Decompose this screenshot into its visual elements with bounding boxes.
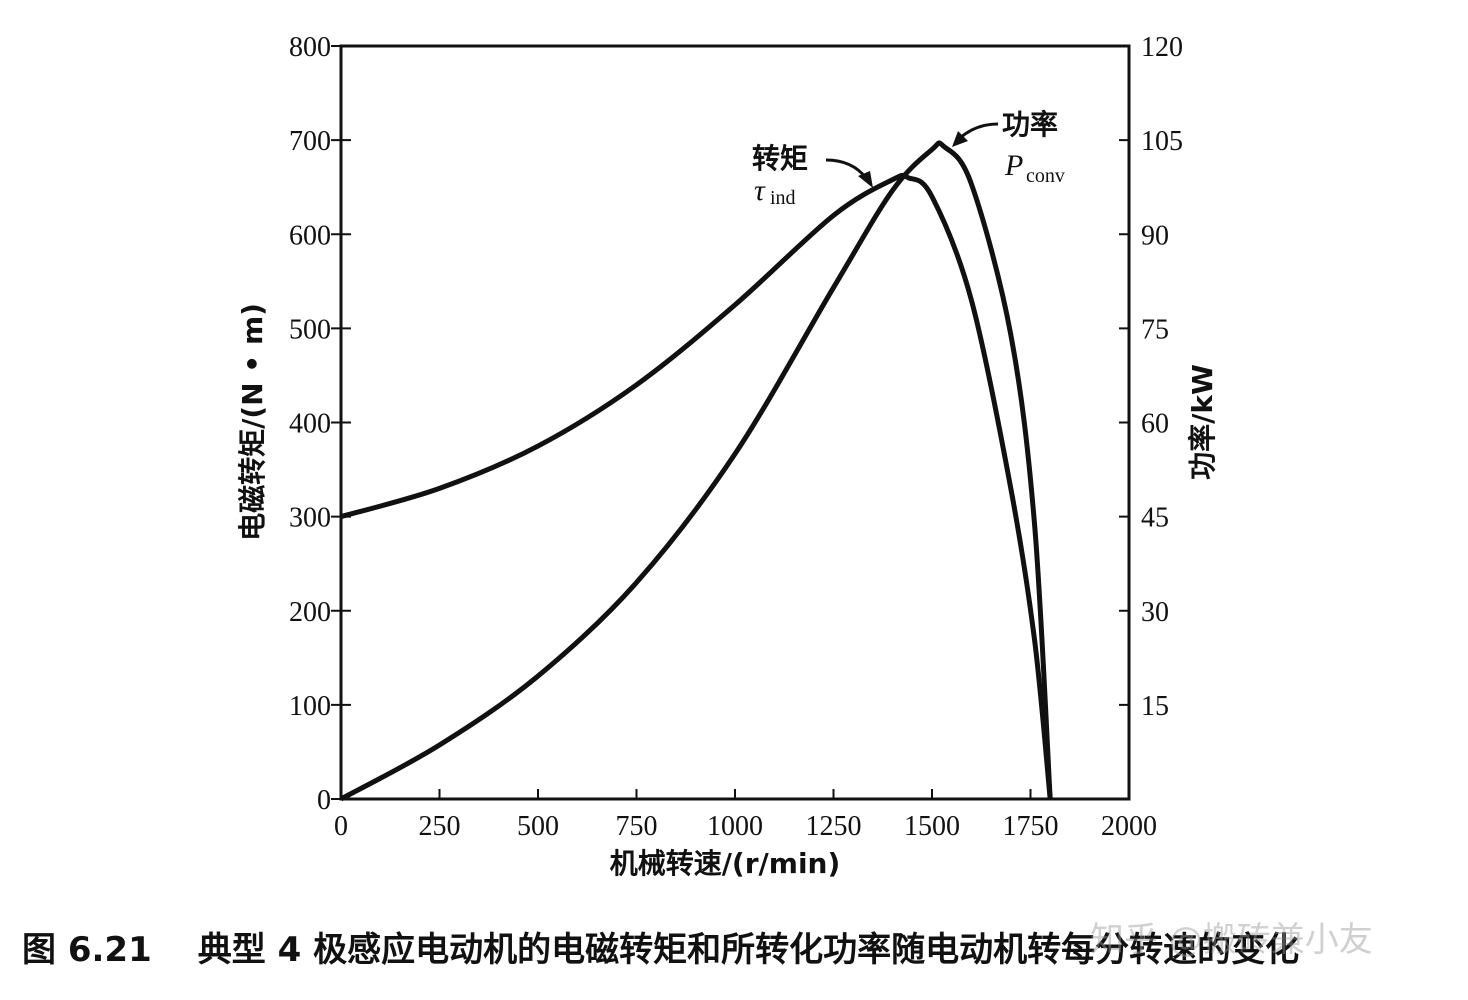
y-left-tick-label: 600 [289,220,331,251]
x-tick-label: 1750 [1003,811,1059,842]
y-right-tick-label: 90 [1141,220,1169,251]
x-tick-label: 1000 [707,811,763,842]
torque-arrowhead [858,171,873,188]
x-tick-label: 500 [517,811,559,842]
y-left-tick-label: 200 [289,597,331,628]
power-curve [339,140,1053,802]
torque-annotation-subscript: ind [770,187,796,209]
y-left-tick-label: 100 [289,691,331,722]
y-left-tick-label: 700 [289,126,331,157]
y-right-tick-label: 30 [1141,597,1169,628]
y-left-tick-label: 300 [289,503,331,534]
y-left-tick-label: 400 [289,409,331,440]
y-right-axis-title: 功率/kW [1186,364,1219,480]
axis-tick-labels: 0 250 500 750 1000 1250 1500 1750 2000 0 100 200 300… [289,32,1183,842]
figure-caption-text: 典型 4 极感应电动机的电磁转矩和所转化功率随电动机转每分转速的变化 [197,930,1300,970]
y-left-axis-title: 电磁转矩/(N • m) [236,303,269,541]
series-lines [339,140,1053,802]
y-right-tick-label: 105 [1141,126,1183,157]
x-tick-label: 1500 [904,811,960,842]
y-right-tick-label: 15 [1141,691,1169,722]
y-left-tick-label: 800 [289,32,331,63]
x-tick-label: 2000 [1101,811,1157,842]
y-right-tick-label: 60 [1141,409,1169,440]
figure-caption: 图 6.21 典型 4 极感应电动机的电磁转矩和所转化功率随电动机转每分转速的变化 [22,922,1452,971]
y-left-tick-label: 500 [289,314,331,345]
y-right-tick-label: 120 [1141,32,1183,63]
y-right-tick-label: 75 [1141,314,1169,345]
torque-annotation-symbol: τ [754,174,766,207]
y-right-tick-label: 45 [1141,503,1169,534]
torque-annotation-label: 转矩 [752,142,808,175]
power-annotation-subscript: conv [1026,165,1065,187]
y-left-tick-label: 0 [317,785,331,816]
power-annotation-label: 功率 [1002,108,1058,141]
axis-ticks [331,45,1130,800]
watermark: 知乎 @搬砖兼小友 [1090,920,1373,960]
torque-curve [340,172,1053,800]
power-annotation-symbol: P [1004,149,1023,182]
x-tick-label: 0 [334,811,348,842]
x-tick-label: 250 [419,811,461,842]
power-arrowhead [952,131,968,147]
x-axis-title: 机械转速/(r/min) [610,847,841,880]
x-tick-label: 750 [616,811,658,842]
figure-number: 图 6.21 [22,930,152,970]
x-tick-label: 1250 [806,811,862,842]
power-annotation-arrow [959,122,999,140]
